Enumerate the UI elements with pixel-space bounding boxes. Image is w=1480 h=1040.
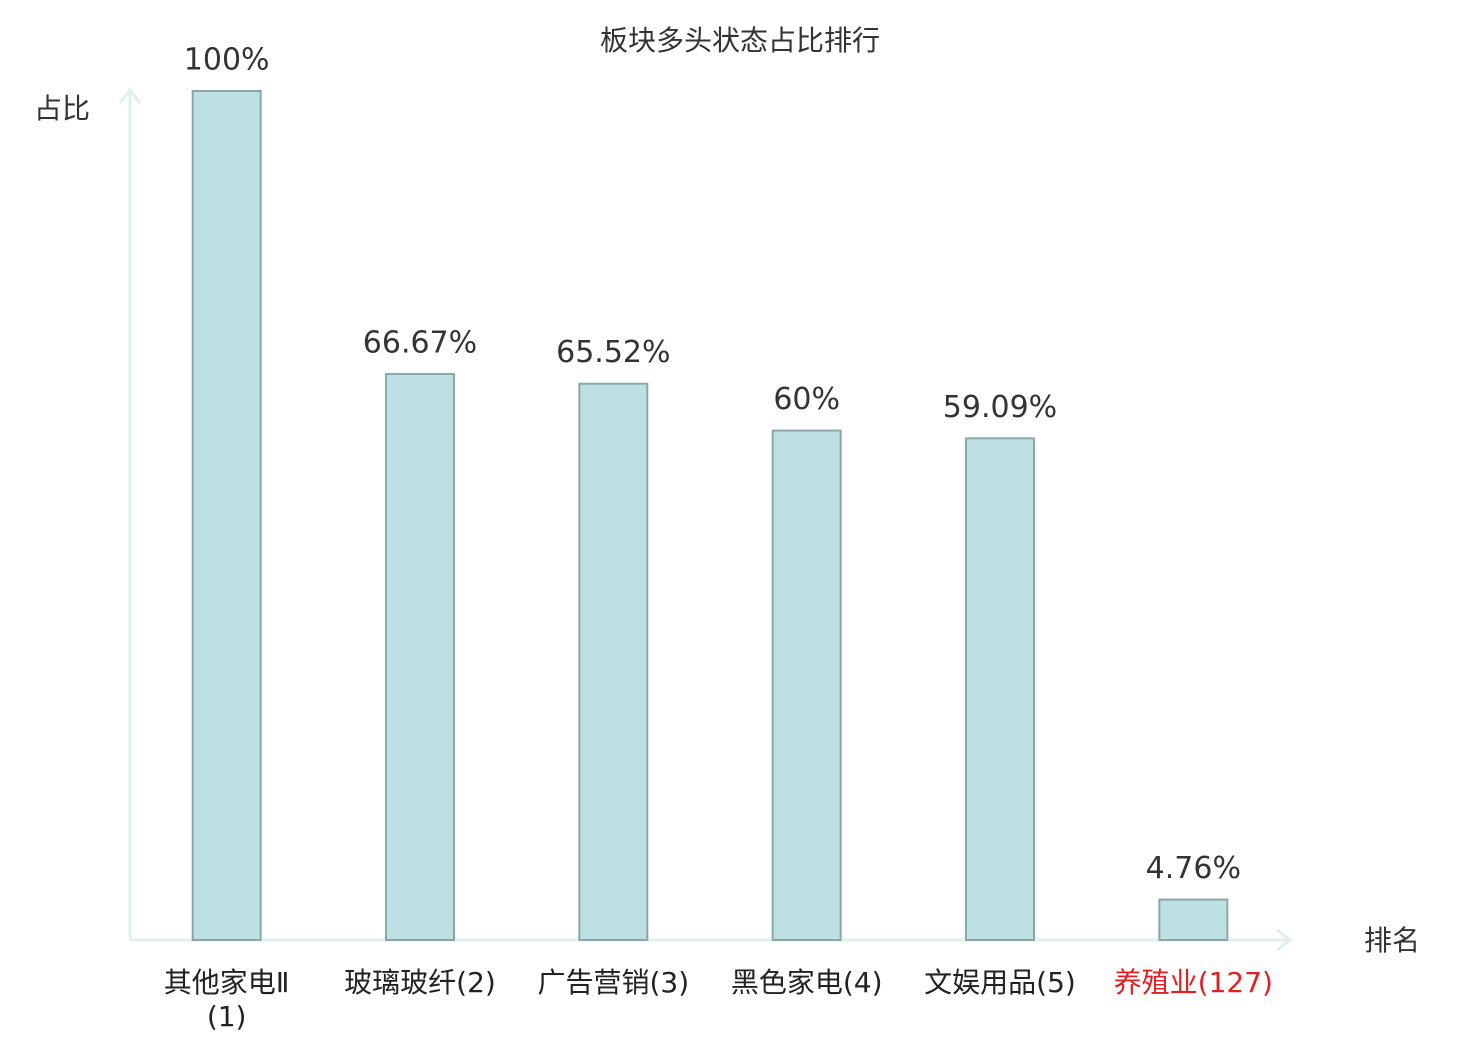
chart-title: 板块多头状态占比排行 — [600, 24, 880, 57]
value-label: 100% — [184, 43, 270, 78]
bar — [771, 429, 842, 941]
x-tick-label: 文娱用品(5) — [924, 966, 1076, 999]
x-tick-label: 广告营销(3) — [537, 966, 690, 999]
x-tick-label: 玻璃玻纤(2) — [344, 966, 496, 999]
y-axis-label: 占比 — [34, 92, 90, 125]
bar — [1158, 898, 1229, 941]
x-tick-label: 养殖业(127) — [1113, 966, 1273, 999]
value-label: 65.52% — [556, 335, 670, 370]
value-label: 66.67% — [363, 325, 477, 360]
x-axis-label: 排名 — [1364, 924, 1420, 957]
value-label: 60% — [773, 382, 840, 417]
x-axis-arrow — [1276, 928, 1293, 952]
bar — [385, 372, 455, 942]
bar — [191, 90, 262, 941]
bar — [578, 382, 649, 941]
x-tick-label: 其他家电Ⅱ(1) — [163, 966, 290, 1033]
value-label: 4.76% — [1146, 851, 1241, 886]
x-tick-label: 黑色家电(4) — [730, 966, 883, 999]
y-axis-arrow — [118, 87, 142, 104]
value-label: 59.09% — [943, 390, 1057, 425]
bar — [965, 437, 1035, 941]
